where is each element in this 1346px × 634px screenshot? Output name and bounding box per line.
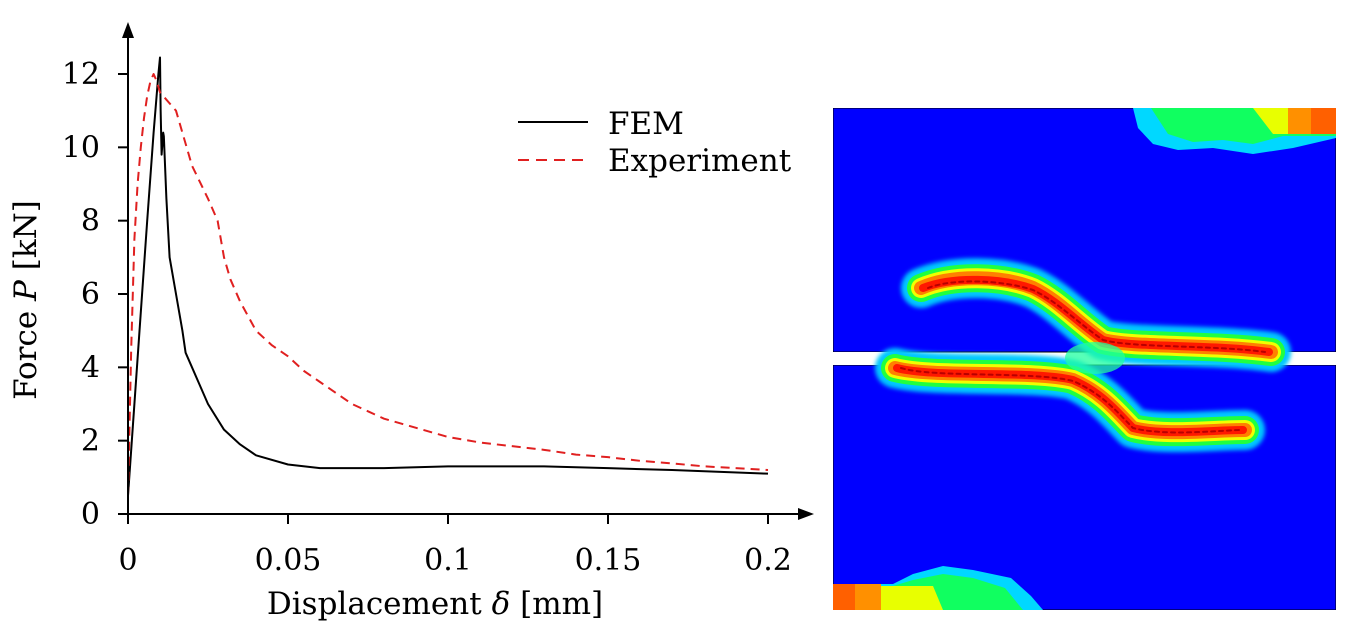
y-tick-label: 12 [62, 57, 100, 92]
y-tick-label: 8 [81, 204, 100, 239]
y-axis-arrow [122, 22, 134, 38]
crack-band-lower-core [900, 367, 1240, 434]
force-displacement-chart: 0 0.05 0.1 0.15 0.2 0 2 4 6 8 10 12 Displacement δ … [8, 22, 814, 622]
x-tick-label: 0.05 [255, 543, 322, 578]
support-stress-zone-bottom [833, 566, 1043, 610]
x-tick-label: 0 [118, 543, 137, 578]
y-axis-title: Force P [kN] [8, 200, 44, 400]
damage-contour-plot [833, 108, 1336, 610]
legend-label-experiment: Experiment [608, 143, 792, 179]
y-tick-label: 4 [81, 350, 100, 385]
x-tick-label: 0.2 [744, 543, 792, 578]
series-line-experiment [127, 73, 769, 496]
legend-label-fem: FEM [608, 106, 684, 142]
crack-band-upper-red [919, 275, 1273, 356]
y-tick-label: 6 [81, 277, 100, 312]
x-axis-title: Displacement δ [mm] [267, 586, 603, 622]
x-axis-arrow [798, 508, 814, 520]
crack-bridge-zone [1065, 342, 1125, 374]
y-tick-label: 0 [81, 497, 100, 532]
crack-bands [875, 258, 1291, 453]
x-tick-label: 0.15 [575, 543, 642, 578]
y-tick-label: 2 [81, 424, 100, 459]
y-tick-label: 10 [62, 130, 100, 165]
support-stress-zone-top [1133, 108, 1336, 154]
x-tick-label: 0.1 [424, 543, 472, 578]
series-line-fem [127, 56, 769, 496]
legend: FEM Experiment [518, 106, 792, 179]
